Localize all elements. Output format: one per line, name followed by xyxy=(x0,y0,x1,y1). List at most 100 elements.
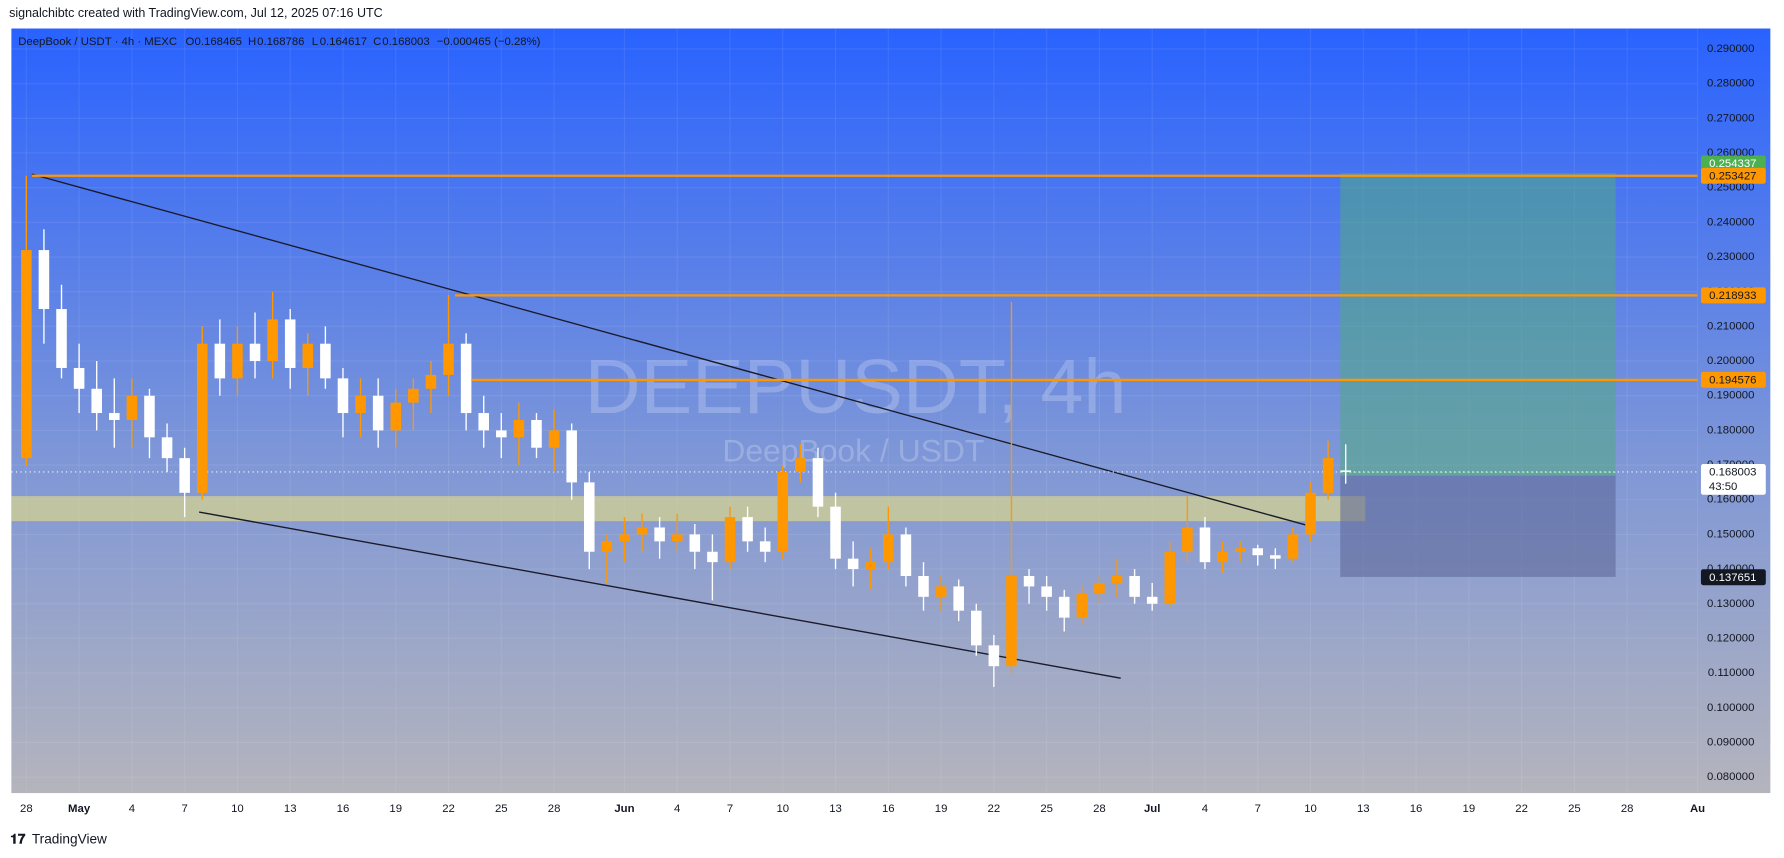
candle-body xyxy=(38,250,50,310)
candle-body xyxy=(1340,470,1351,472)
y-tick-label: 0.150000 xyxy=(1707,528,1754,540)
legend-o-label: O xyxy=(185,36,194,48)
watermark-title: DEEPUSDT, 4h xyxy=(585,344,1127,430)
candle-body xyxy=(795,458,806,472)
x-tick-label: 4 xyxy=(674,803,680,815)
candle-body xyxy=(900,534,912,577)
stop-zone xyxy=(1340,475,1616,577)
candle-body xyxy=(1076,593,1088,618)
candle-body xyxy=(390,402,402,431)
candle-body xyxy=(425,374,437,389)
candle-body xyxy=(196,343,208,493)
candle-body xyxy=(988,645,1000,667)
candles xyxy=(21,175,1351,687)
x-tick-label: 7 xyxy=(1255,803,1261,815)
candle-body xyxy=(1199,527,1211,563)
y-tick-label: 0.090000 xyxy=(1707,736,1754,748)
candle-body xyxy=(566,430,577,483)
x-tick-label: 25 xyxy=(1040,803,1053,815)
price-badge xyxy=(1700,287,1766,304)
legend-c-label: C xyxy=(373,36,381,48)
y-tick-label: 0.210000 xyxy=(1707,320,1754,332)
candle-body xyxy=(689,534,701,552)
price-badge xyxy=(1700,569,1766,586)
trendline-upper xyxy=(31,173,1309,527)
candle-body xyxy=(1164,551,1176,604)
candle-body xyxy=(1305,492,1316,535)
legend-close: 0.168003 xyxy=(382,36,429,48)
x-tick-label: 16 xyxy=(337,803,350,815)
candle-body xyxy=(267,319,278,362)
x-tick-label: 4 xyxy=(1202,803,1208,815)
candle-body xyxy=(73,367,85,389)
x-tick-label: Jun xyxy=(614,803,634,815)
legend-h-label: H xyxy=(248,36,256,48)
x-tick-label: Au xyxy=(1690,803,1705,815)
candle-body xyxy=(337,378,349,414)
candle-body xyxy=(1129,576,1140,597)
candle-body xyxy=(478,413,489,431)
x-tick-label: 10 xyxy=(776,803,789,815)
levels xyxy=(11,174,1698,473)
candle-body xyxy=(144,395,155,438)
y-tick-label: 0.180000 xyxy=(1707,424,1754,436)
price-badge xyxy=(1700,371,1766,388)
y-tick-label: 0.110000 xyxy=(1708,667,1755,679)
candle-body xyxy=(1023,576,1035,587)
x-tick-label: 28 xyxy=(1093,803,1106,815)
last-price-badge xyxy=(1700,464,1766,495)
candle-body xyxy=(232,343,243,379)
candle-body xyxy=(759,541,771,552)
legend-symbol: DeepBook / USDT · 4h · MEXC xyxy=(18,36,177,48)
x-tick-label: 10 xyxy=(231,803,244,815)
candle-body xyxy=(284,319,296,368)
x-tick-label: May xyxy=(68,803,91,815)
candle-body xyxy=(249,343,261,362)
y-tick-label: 0.280000 xyxy=(1707,78,1754,90)
candle-body xyxy=(918,576,929,597)
y-tick-label: 0.200000 xyxy=(1707,355,1754,367)
candle-body xyxy=(883,534,894,563)
candle-body xyxy=(320,343,331,379)
footer-brand: TradingView xyxy=(32,831,107,846)
y-tick-label: 0.160000 xyxy=(1707,494,1754,506)
candle-body xyxy=(830,506,841,559)
legend-high: 0.168786 xyxy=(257,36,304,48)
candle-body xyxy=(1006,576,1017,667)
candle-body xyxy=(408,388,419,403)
x-tick-label: 10 xyxy=(1304,803,1317,815)
x-tick-label: 19 xyxy=(389,803,402,815)
candle-body xyxy=(671,534,683,542)
candle-body xyxy=(1217,551,1228,563)
x-tick-label: 25 xyxy=(1568,803,1581,815)
candle-body xyxy=(179,458,190,493)
price-badge-label: 0.137651 xyxy=(1709,572,1756,584)
candle-body xyxy=(1058,596,1070,618)
candle-body xyxy=(1094,582,1105,594)
candle-body xyxy=(970,610,982,646)
candle-body xyxy=(707,551,718,563)
candle-body xyxy=(496,430,507,438)
x-tick-label: 22 xyxy=(442,803,455,815)
x-tick-label: 25 xyxy=(495,803,508,815)
x-tick-label: 22 xyxy=(1515,803,1528,815)
y-tick-label: 0.120000 xyxy=(1707,632,1754,644)
y-axis: 0.080000 0.090000 0.100000 0.110000 0.120000… xyxy=(1707,43,1754,783)
candle-body xyxy=(513,419,525,438)
candle-body xyxy=(1270,555,1281,559)
y-tick-label: 0.250000 xyxy=(1707,182,1754,194)
trendline-lower xyxy=(198,511,1121,679)
last-price-label: 0.168003 xyxy=(1709,467,1756,479)
candle-body xyxy=(812,458,824,507)
y-tick-label: 0.100000 xyxy=(1707,702,1754,714)
x-tick-label: 13 xyxy=(1357,803,1370,815)
candle-body xyxy=(1182,527,1193,552)
candle-body xyxy=(372,395,384,431)
x-tick-label: 4 xyxy=(129,803,135,815)
candle-body xyxy=(601,541,613,552)
x-tick-label: 16 xyxy=(882,803,895,815)
price-badge-label: 0.218933 xyxy=(1709,290,1756,302)
price-badges: 0.2543370.2534270.2189330.1945760.166175… xyxy=(1700,155,1766,586)
candle-body xyxy=(126,395,138,420)
x-tick-label: 22 xyxy=(988,803,1001,815)
